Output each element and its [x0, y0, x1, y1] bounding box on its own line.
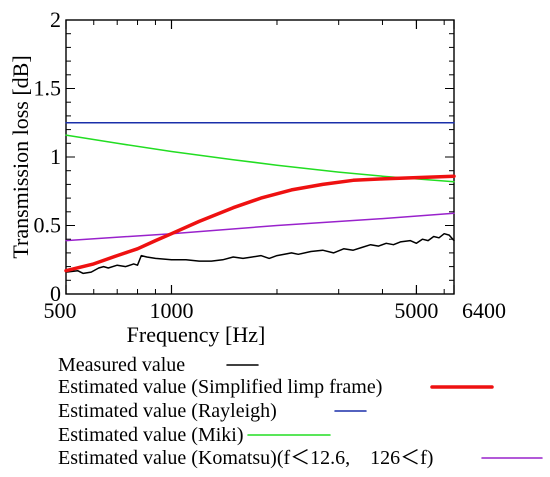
y-tick-label: 1.5: [34, 76, 62, 101]
y-axis-title: Transmission loss [dB]: [8, 55, 33, 258]
series-line-1: [64, 174, 456, 273]
legend-label: Estimated value (Miki): [58, 424, 244, 446]
axis-tick-labels: 500 1000 5000 6400 0 0.5 1 1.5 2: [34, 7, 507, 323]
legend-label: Estimated value (Rayleigh): [58, 400, 277, 422]
series-line-4: [65, 212, 455, 242]
legend-label: Measured value: [58, 354, 185, 376]
legend-label: Estimated value (Komatsu)(f＜12.6, 126＜f): [58, 447, 433, 469]
x-tick-label: 5000: [394, 298, 438, 323]
y-tick-label: 2: [50, 7, 61, 32]
series-line-3: [65, 134, 455, 183]
y-tick-label: 0.5: [34, 213, 62, 238]
x-tick-label: 500: [44, 298, 77, 323]
legend-label: Estimated value (Simplified limp frame): [58, 376, 382, 398]
series-line-0: [65, 232, 455, 275]
x-axis-title: Frequency [Hz]: [127, 322, 266, 347]
y-tick-label: 0: [50, 281, 61, 306]
axis-ticks: [65, 20, 455, 294]
x-tick-label: 6400: [462, 298, 506, 323]
series-group: [64, 122, 456, 275]
x-tick-label: 1000: [149, 298, 193, 323]
y-tick-label: 1: [50, 144, 61, 169]
